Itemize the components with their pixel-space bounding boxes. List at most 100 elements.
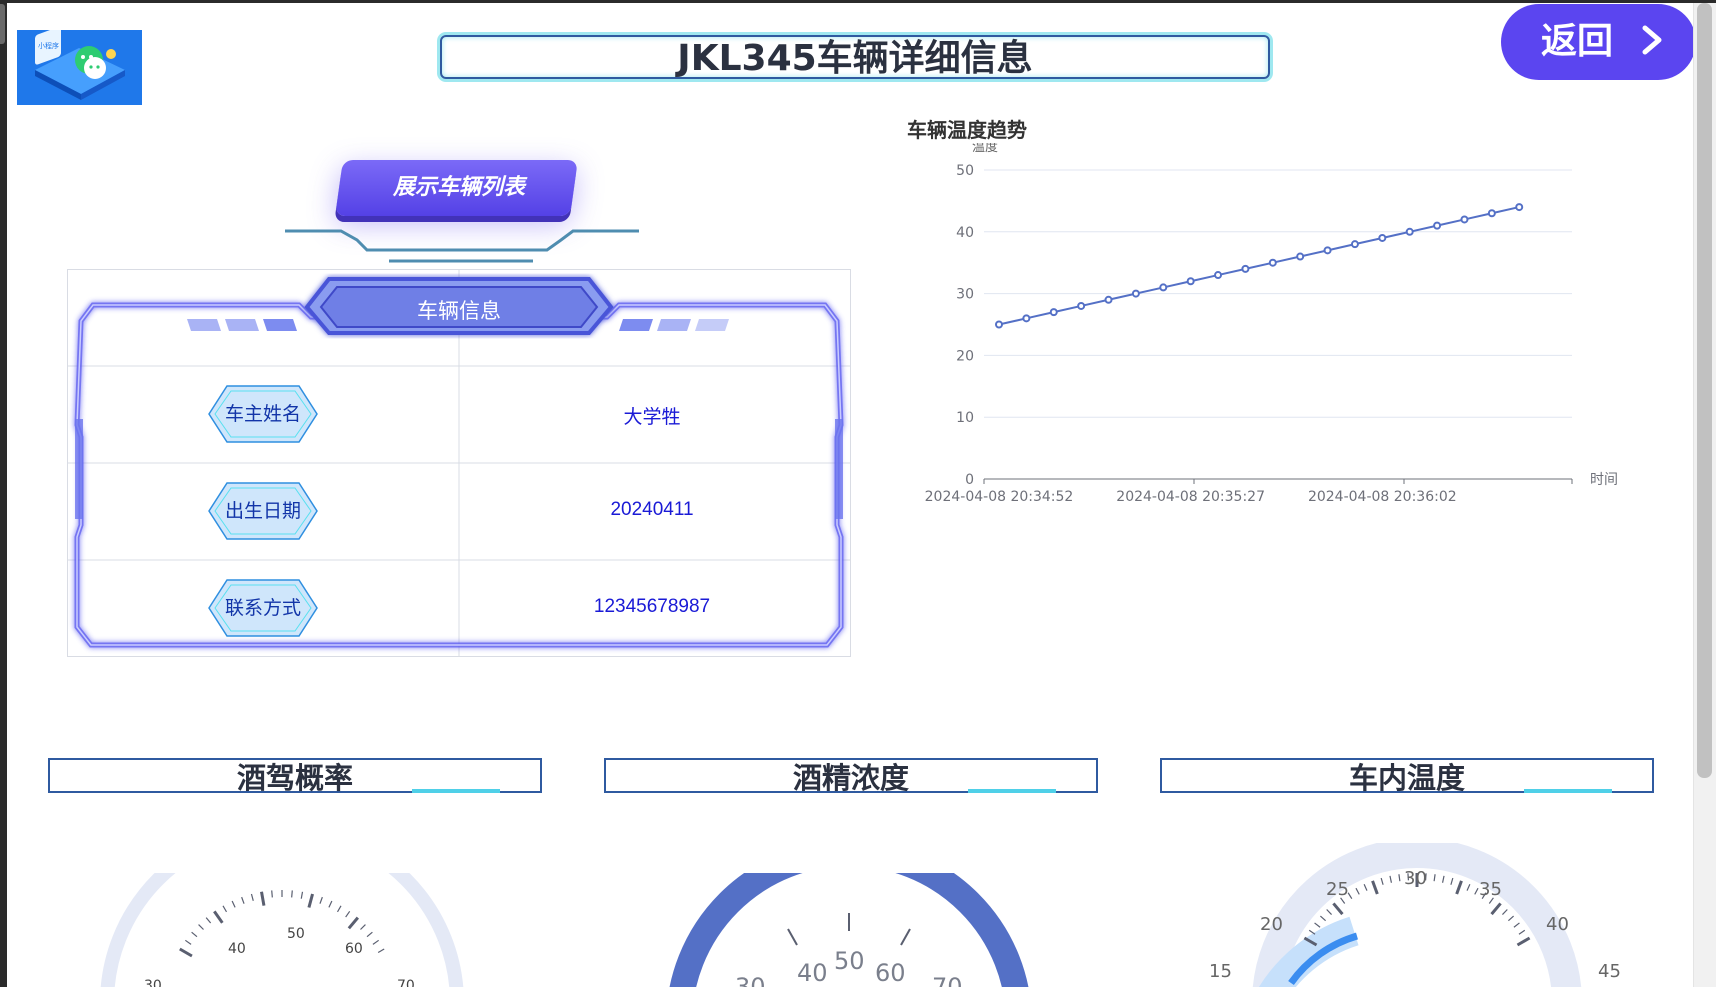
gauge-tick (231, 900, 236, 908)
y-tick-label: 40 (956, 225, 974, 241)
gauge-tick (366, 931, 373, 938)
gauge-tick (1398, 874, 1401, 882)
y-tick-label: 20 (956, 348, 974, 364)
gauge-tick (1516, 936, 1531, 947)
gauge-tick (1303, 936, 1318, 947)
data-point (1049, 308, 1058, 317)
title-frame (440, 35, 1270, 79)
gauge-tick (205, 917, 212, 924)
gauge-tick-label: 30 (735, 973, 766, 987)
section-accent (412, 789, 500, 793)
gauge-tick-label: 45 (1598, 961, 1621, 982)
gauge-tick (1314, 922, 1321, 928)
window-side-tab[interactable] (0, 4, 5, 44)
data-point (1131, 289, 1140, 298)
cabin-temperature-gauge: 15 20 25 30 35 40 45 (1209, 843, 1621, 987)
gauge-tick (1450, 877, 1454, 885)
y-tick-label: 0 (965, 472, 974, 488)
gauge-tick (347, 916, 359, 930)
gauge-tick (1488, 897, 1494, 904)
gauge-tick-label: 40 (797, 959, 828, 987)
gauge-tick (1340, 897, 1346, 904)
data-point (995, 320, 1003, 329)
gauge-tick (1389, 875, 1393, 883)
gauge-tick (291, 890, 293, 898)
gauge-tick-label: 35 (1479, 879, 1502, 900)
section-accent (968, 789, 1056, 793)
y-axis-label: 温度 (972, 143, 998, 155)
gauge-tick (1518, 929, 1526, 935)
data-point (1487, 209, 1496, 218)
owner-name-label-badge: 车主姓名 (207, 384, 319, 444)
gauge-tick (1363, 883, 1368, 891)
data-point (1022, 314, 1031, 323)
data-point (1460, 215, 1469, 224)
y-tick-label: 50 (956, 163, 974, 179)
owner-name-value: 大学牲 (623, 407, 681, 428)
drunk-probability-gauge: 30 40 50 60 70 (100, 873, 464, 987)
section-frame-alcohol-concentration (604, 758, 1098, 793)
gauge-tick (1355, 887, 1360, 895)
data-point (1077, 301, 1086, 310)
scrollbar-thumb[interactable] (1697, 3, 1712, 778)
gauge-tick (1466, 883, 1471, 891)
gauge-tick (1474, 887, 1479, 895)
app-logo: 小程序 (17, 26, 142, 105)
decorative-underline (285, 229, 639, 263)
data-point (1296, 252, 1305, 261)
gauge-tick (179, 947, 193, 958)
gauge-tick (300, 891, 304, 899)
data-point (1433, 221, 1442, 230)
gauge-tick-label: 70 (397, 978, 415, 987)
vehicle-info-table: 车辆信息 车主姓名 大学牲 出生日期 20240411 联系方式 1234567… (67, 269, 851, 657)
gauge-tick (213, 910, 224, 924)
gauge-tick (241, 896, 245, 904)
logo-text: 小程序 (38, 41, 59, 50)
back-button[interactable]: 返回 (1501, 4, 1693, 80)
y-tick-label: 30 (956, 287, 974, 303)
gauge-tick-label: 60 (345, 941, 363, 957)
gauge-tick-label: 30 (144, 978, 162, 987)
contact-label: 联系方式 (224, 597, 301, 619)
gauge-tick (1371, 880, 1379, 895)
gauge-tick (307, 893, 314, 908)
window-top-border (0, 0, 1716, 3)
wechat-miniprogram-illustration-icon: 小程序 (17, 26, 142, 105)
series-line (998, 206, 1520, 326)
section-frame-drunk-probability (48, 758, 542, 793)
gauge-tick-label: 50 (834, 947, 865, 975)
gauge-tick (260, 891, 266, 906)
gauge-tick (360, 924, 366, 930)
gauge-tick (250, 893, 254, 901)
gauge-tick-label: 70 (932, 973, 963, 987)
section-frame-cabin-temperature (1160, 758, 1654, 793)
x-axis-label: 时间 (1590, 472, 1618, 488)
section-title-drunk-probability: 酒驾概率 (236, 761, 353, 795)
section-title-alcohol-concentration: 酒精浓度 (792, 761, 909, 795)
gauge-tick (1481, 892, 1487, 900)
data-point (1104, 295, 1113, 304)
gauge-tick (1508, 915, 1515, 922)
data-point (1350, 240, 1359, 249)
alcohol-concentration-gauge: 30 40 50 60 70 (669, 873, 1029, 987)
x-tick-label: 2024-04-08 20:34:52 (925, 489, 1074, 505)
gauge-tick (191, 931, 198, 938)
birth-date-label: 出生日期 (224, 500, 301, 522)
gauge-tick (1347, 892, 1353, 900)
data-point (1405, 227, 1414, 236)
gauge-tick (1433, 874, 1436, 882)
gauge-tick (1502, 909, 1508, 915)
gauge-tick-label: 25 (1326, 879, 1349, 900)
chart-title: 车辆温度趋势 (907, 118, 1027, 142)
gauge-tick (336, 905, 342, 913)
section-accent (1524, 789, 1612, 793)
gauge-tick (319, 896, 323, 904)
data-point (1241, 264, 1250, 273)
data-point (1323, 246, 1332, 255)
show-vehicle-list-button[interactable]: 展示车辆列表 (335, 160, 584, 226)
data-point (1515, 203, 1524, 212)
gauge-tick (1490, 902, 1502, 916)
data-point (1268, 258, 1277, 267)
temperature-trend-chart[interactable]: 温度 0 10 20 30 40 50 2024-04-08 20:34:52 2024-04-… (907, 143, 1647, 563)
x-tick-label: 2024-04-08 20:35:27 (1116, 489, 1265, 505)
